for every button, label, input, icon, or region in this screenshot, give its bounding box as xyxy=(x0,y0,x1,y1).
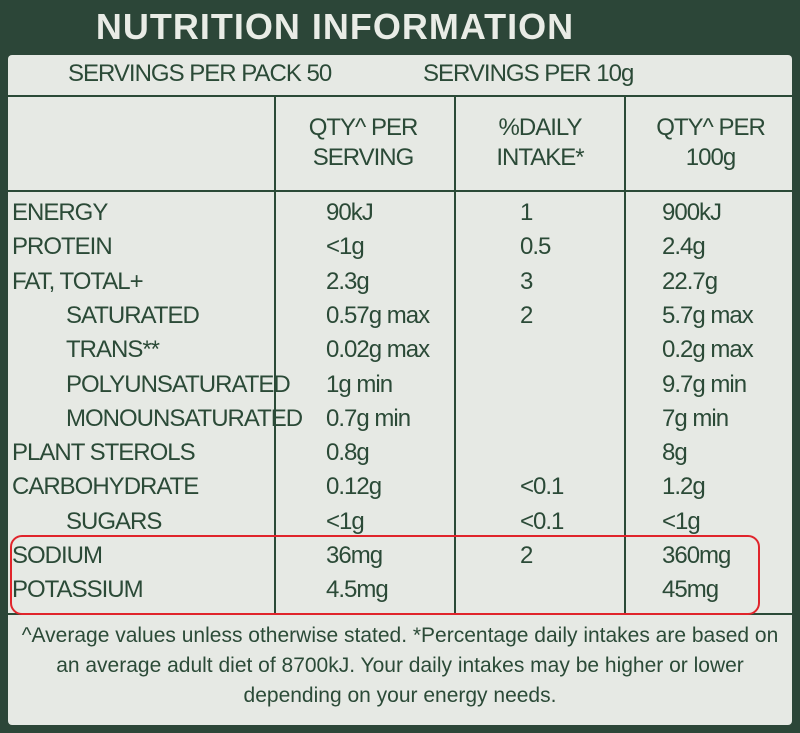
serving-size: SERVINGS PER 10g xyxy=(423,60,634,87)
per-serving: 90kJ xyxy=(326,199,374,226)
title: NUTRITION INFORMATION xyxy=(95,6,575,47)
daily-intake: 1 xyxy=(520,199,533,226)
servings-per-pack: SERVINGS PER PACK 50 xyxy=(68,60,332,87)
nutrient-name: TRANS** xyxy=(66,336,160,364)
nutrient-name: POLYUNSATURATED xyxy=(66,370,291,398)
nutrient-name: SUGARS xyxy=(66,507,162,535)
daily-intake: 2 xyxy=(520,301,533,329)
per-serving: <1g xyxy=(326,507,365,535)
per-100g: 7g min xyxy=(662,404,729,432)
nutrient-name: FAT, TOTAL+ xyxy=(12,267,144,295)
per-100g: 2.4g xyxy=(662,233,706,261)
nutrient-name: CARBOHYDRATE xyxy=(12,473,199,501)
per-serving: 0.8g xyxy=(326,439,370,467)
per-100g: 0.2g max xyxy=(662,336,754,364)
per-100g: 1.2g xyxy=(662,473,706,501)
column-header: QTY^ PER 100g xyxy=(656,114,766,171)
nutrient-name: MONOUNSATURATED xyxy=(66,404,303,432)
daily-intake: <0.1 xyxy=(520,473,564,501)
per-serving: 0.7g min xyxy=(326,404,411,432)
column-header: %DAILY INTAKE* xyxy=(496,114,584,171)
per-serving: 4.5mg xyxy=(326,576,389,604)
per-serving: 0.57g max xyxy=(326,301,430,329)
divider xyxy=(454,95,456,615)
nutrient-name: PLANT STEROLS xyxy=(12,439,196,467)
per-100g: 5.7g max xyxy=(662,301,754,329)
per-100g: <1g xyxy=(662,507,701,535)
per-100g: 8g xyxy=(662,439,688,467)
nutrient-name: POTASSIUM xyxy=(12,576,144,604)
per-100g: 900kJ xyxy=(662,199,722,226)
daily-intake: 2 xyxy=(520,542,533,569)
daily-intake: 0.5 xyxy=(520,233,551,261)
divider xyxy=(8,190,792,192)
per-serving: 2.3g xyxy=(326,267,370,295)
label-panel: SERVINGS PER PACK 50 SERVINGS PER 10g QT… xyxy=(8,55,792,725)
per-serving: 36mg xyxy=(326,542,383,569)
nutrient-name: SATURATED xyxy=(66,301,200,329)
per-serving: <1g xyxy=(326,233,365,261)
daily-intake: 3 xyxy=(520,267,533,295)
per-100g: 9.7g min xyxy=(662,370,747,398)
per-serving: 0.02g max xyxy=(326,336,430,364)
per-100g: 45mg xyxy=(662,576,719,604)
footnote: ^Average values unless otherwise stated.… xyxy=(21,624,779,707)
per-100g: 22.7g xyxy=(662,267,718,295)
nutrient-name: PROTEIN xyxy=(12,233,113,261)
nutrient-name: ENERGY xyxy=(12,199,108,226)
highlight-box xyxy=(10,535,760,615)
divider xyxy=(8,95,792,97)
divider xyxy=(274,95,276,615)
daily-intake: <0.1 xyxy=(520,507,564,535)
per-100g: 360mg xyxy=(662,542,731,569)
divider xyxy=(624,95,626,615)
per-serving: 1g min xyxy=(326,370,393,398)
nutrient-name: SODIUM xyxy=(12,542,103,569)
column-header: QTY^ PER SERVING xyxy=(308,114,419,171)
per-serving: 0.12g xyxy=(326,473,382,501)
